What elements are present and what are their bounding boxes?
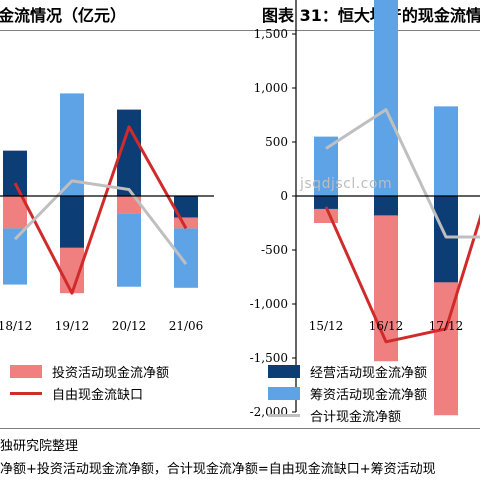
- y-tick-label-7: -1,000: [250, 297, 288, 311]
- formula-note: 净额+投资活动现金流净额，合计现金流净额=自由现金流缺口+筹资活动现: [0, 462, 436, 477]
- bar-right-15-12-f08080: [314, 208, 338, 223]
- line-right-1: [325, 108, 480, 239]
- source-note: 独研究院整理: [0, 439, 79, 454]
- bar-left-18-12-5ea3e6: [3, 228, 27, 285]
- bar-left-21-06-f08080: [174, 217, 198, 229]
- title-divider: [0, 30, 480, 31]
- x-tick-left-3: 21/06: [169, 319, 204, 333]
- bar-right-17-12-5ea3e6: [434, 106, 458, 196]
- legend-label-total: 合计现金流净额: [310, 410, 402, 425]
- y-tick-label-3: 1,000: [254, 81, 288, 95]
- legend-item-financing: 筹资活动现金流净额: [268, 384, 427, 403]
- x-tick-left-0: 18/12: [0, 319, 32, 333]
- legend-item-investing: 投资活动现金流净额: [10, 362, 169, 381]
- x-tick-left-2: 20/12: [112, 319, 147, 333]
- legend-label-free-cash-gap: 自由现金流缺口: [52, 388, 144, 403]
- line-left-1: [13, 179, 188, 265]
- y-tick-label-6: -500: [261, 243, 288, 257]
- line-left-0: [13, 125, 188, 295]
- legend-label-operating: 经营活动现金流净额: [310, 366, 428, 381]
- bar-left-19-12-5ea3e6: [60, 93, 84, 196]
- legend-item-operating: 经营活动现金流净额: [268, 362, 427, 381]
- bar-left-19-12-0d3d75: [60, 196, 84, 248]
- bar-left-21-06-5ea3e6: [174, 228, 198, 288]
- bar-right-17-12-0d3d75: [434, 196, 458, 283]
- bar-left-18-12-0d3d75: [3, 150, 27, 196]
- legend-label-financing: 筹资活动现金流净额: [310, 388, 428, 403]
- bar-right-16-12-0d3d75: [374, 196, 398, 216]
- bar-right-16-12-5ea3e6: [374, 0, 398, 197]
- x-tick-right-2: 17/12: [429, 319, 464, 333]
- y-tick-label-4: 500: [265, 135, 288, 149]
- bar-right-15-12-5ea3e6: [314, 136, 338, 196]
- legend-item-free-cash-gap: 自由现金流缺口: [10, 384, 143, 403]
- legend-label-investing: 投资活动现金流净额: [52, 366, 170, 381]
- total-swatch: [268, 414, 300, 417]
- footer-divider: [0, 428, 480, 429]
- bar-left-20-12-f08080: [117, 196, 141, 214]
- bar-right-15-12-0d3d75: [314, 196, 338, 209]
- x-tick-left-1: 19/12: [55, 319, 90, 333]
- y-tick-label-5: 0: [280, 189, 288, 203]
- right-chart-title: 图表 31：恒大地产的现金流情: [262, 6, 480, 25]
- left-chart-title: 金流情况（亿元）: [0, 6, 127, 25]
- bar-left-20-12-5ea3e6: [117, 213, 141, 287]
- bar-left-21-06-0d3d75: [174, 196, 198, 218]
- investing-swatch: [10, 365, 42, 378]
- line-right-0: [324, 206, 480, 344]
- x-tick-right-0: 15/12: [309, 319, 344, 333]
- x-tick-right-1: 16/12: [369, 319, 404, 333]
- watermark: jsqdjscl.com: [300, 176, 393, 192]
- financing-swatch: [268, 387, 300, 400]
- bar-right-16-12-f08080: [374, 215, 398, 362]
- y-tick-label-8: -1,500: [250, 351, 288, 365]
- operating-swatch: [268, 365, 300, 378]
- free-cash-gap-swatch: [10, 392, 42, 395]
- y-tick-label-2: 1,500: [254, 27, 288, 41]
- legend-item-total: 合计现金流净额: [268, 406, 401, 425]
